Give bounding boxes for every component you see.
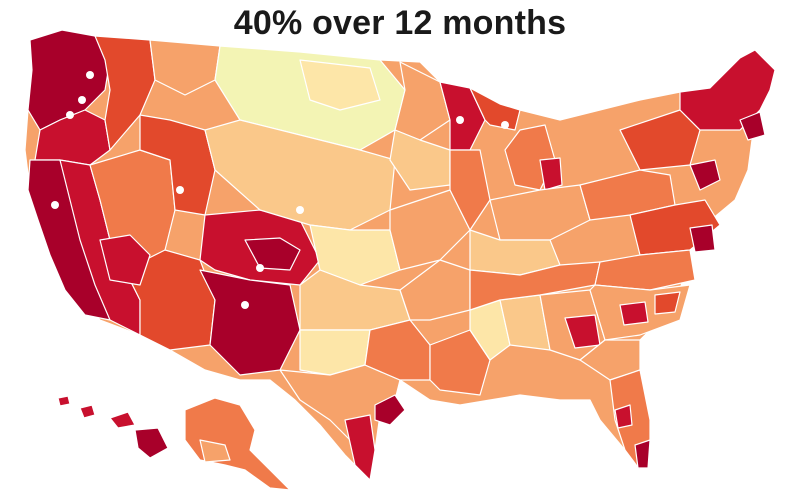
page-title: 40% over 12 months (233, 4, 567, 42)
charlotte-area (619, 301, 649, 326)
hawaii-oahu (79, 404, 96, 419)
montana-west (149, 39, 221, 96)
new-york-region (619, 109, 701, 171)
raleigh-area (654, 291, 681, 315)
houston-area (374, 394, 406, 426)
hawaii-maui (109, 411, 136, 429)
alaska-south (199, 439, 231, 463)
map-gap-9 (456, 116, 464, 124)
map-gap-4 (51, 201, 59, 209)
nyc-area (689, 159, 721, 191)
illinois-region (449, 149, 491, 231)
miami-area (634, 439, 651, 469)
san-antonio-area (344, 414, 376, 481)
map-gap-6 (241, 301, 249, 309)
florida-north (579, 339, 641, 381)
dakotas-light (299, 59, 381, 111)
map-gap-3 (176, 186, 184, 194)
map-gap-0 (86, 71, 94, 79)
map-gap-1 (78, 96, 86, 104)
map-gap-8 (501, 121, 509, 129)
front-range (244, 237, 301, 271)
map-gap-5 (256, 264, 264, 272)
hawaii-big-island (134, 427, 169, 459)
dc-area (689, 224, 716, 253)
map-gap-2 (66, 111, 74, 119)
detroit-area (539, 157, 563, 191)
hawaii-kauai (57, 395, 71, 407)
alaska (184, 397, 291, 491)
boston-area (739, 111, 766, 141)
map-gap-7 (296, 206, 304, 214)
new-england (679, 49, 776, 131)
tampa-area (614, 404, 633, 429)
michigan-upper (469, 87, 521, 131)
southwest-desert (99, 234, 151, 286)
